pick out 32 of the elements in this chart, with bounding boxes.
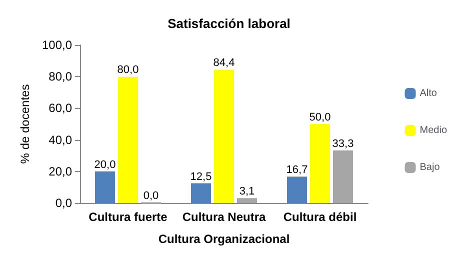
y-tick-label: 80,0 xyxy=(48,70,72,84)
bar xyxy=(118,76,138,203)
bar xyxy=(310,124,330,203)
x-tick-label: Cultura fuerte xyxy=(88,210,168,224)
data-label: 33,3 xyxy=(332,138,354,150)
y-tick-label: 60,0 xyxy=(48,101,72,116)
bar xyxy=(191,183,211,203)
data-label: 80,0 xyxy=(117,64,139,76)
data-label: 20,0 xyxy=(94,158,116,171)
x-axis-title: Cultura Organizacional xyxy=(158,232,290,246)
data-label: 12,5 xyxy=(190,170,212,183)
y-axis-title: % de docentes xyxy=(18,84,32,164)
bar xyxy=(333,150,353,203)
y-tick-label: 40,0 xyxy=(48,132,72,147)
legend-label: Bajo xyxy=(420,162,440,173)
y-tick-label: 100,0 xyxy=(42,38,72,52)
legend-label: Alto xyxy=(420,88,438,99)
data-label: 3,1 xyxy=(239,186,255,198)
data-label: 16,7 xyxy=(286,164,308,176)
data-label: 84,4 xyxy=(213,57,235,70)
data-label: 0,0 xyxy=(143,190,159,202)
bar xyxy=(237,198,257,203)
bar xyxy=(287,176,307,203)
y-tick-label: 0,0 xyxy=(55,196,72,210)
data-label: 50,0 xyxy=(309,112,331,124)
chart-title: Satisfacción laboral xyxy=(168,16,290,31)
y-tick-label: 20,0 xyxy=(48,164,72,178)
legend-label: Medio xyxy=(420,125,448,136)
bar xyxy=(95,171,115,203)
x-tick-label: Cultura débil xyxy=(283,210,357,224)
bar xyxy=(214,70,234,203)
x-tick-label: Cultura Neutra xyxy=(182,210,266,224)
